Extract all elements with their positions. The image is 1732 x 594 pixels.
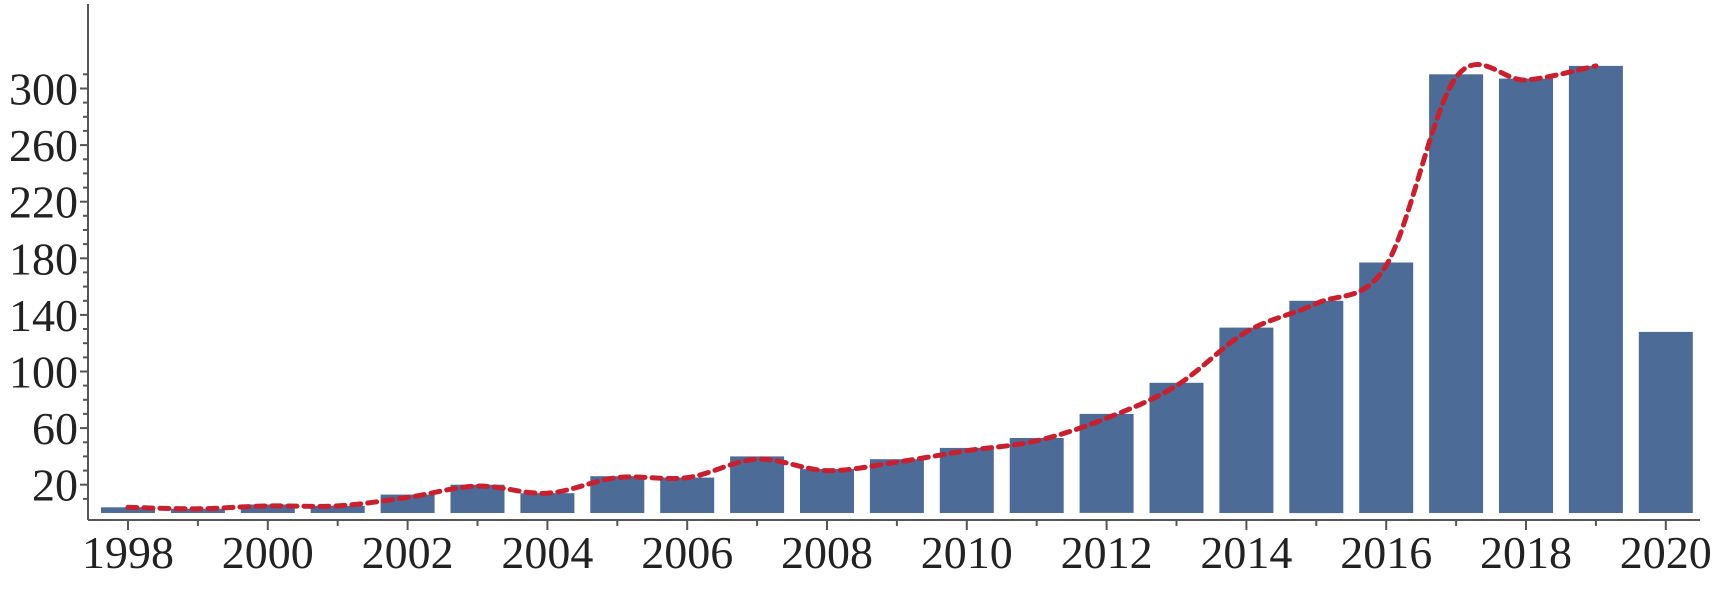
- y-tick-label-20: 20: [32, 460, 78, 511]
- bar-2019: [1568, 65, 1623, 514]
- x-tick-label-2008: 2008: [781, 527, 873, 578]
- y-tick-label-140: 140: [9, 290, 78, 341]
- y-tick-label-60: 60: [32, 403, 78, 454]
- bar-2020: [1638, 331, 1693, 513]
- bar-2016: [1359, 262, 1414, 513]
- x-tick-label-2000: 2000: [222, 527, 314, 578]
- bar-2018: [1499, 78, 1553, 513]
- bar-2004: [520, 493, 575, 513]
- bar-1998: [101, 507, 155, 513]
- bar-2000: [240, 504, 295, 513]
- y-tick-label-220: 220: [9, 177, 78, 228]
- y-tick-label-100: 100: [9, 347, 78, 398]
- x-tick-label-2014: 2014: [1200, 527, 1292, 578]
- bar-2008: [800, 469, 854, 513]
- bar-2011: [1009, 438, 1064, 513]
- bar-2001: [310, 505, 365, 513]
- x-tick-label-2020: 2020: [1620, 527, 1712, 578]
- x-tick-label-2002: 2002: [362, 527, 454, 578]
- bar-2012: [1079, 413, 1134, 513]
- bar-2015: [1289, 300, 1344, 514]
- bar-2013: [1149, 382, 1204, 513]
- x-tick-label-2010: 2010: [921, 527, 1013, 578]
- bars-group: [101, 65, 1693, 514]
- bar-2006: [660, 477, 715, 513]
- x-tick-label-2018: 2018: [1480, 527, 1572, 578]
- bar-2010: [939, 447, 994, 513]
- x-ticks-group: 1998 2000 2002 2004 2006 2008 2010 2012 2014 2016…: [82, 520, 1712, 578]
- x-tick-label-2012: 2012: [1061, 527, 1153, 578]
- x-tick-label-2004: 2004: [501, 527, 593, 578]
- x-tick-label-2016: 2016: [1340, 527, 1432, 578]
- bar-2017: [1429, 74, 1484, 514]
- x-tick-label-1998: 1998: [82, 527, 174, 578]
- y-tick-label-180: 180: [9, 233, 78, 284]
- bar-2009: [869, 459, 924, 513]
- y-tick-label-300: 300: [9, 64, 78, 115]
- y-tick-label-260: 260: [9, 120, 78, 171]
- x-tick-label-2006: 2006: [641, 527, 733, 578]
- bar-2007: [730, 456, 785, 513]
- trend-line: [125, 62, 1599, 512]
- bar-2014: [1219, 327, 1274, 513]
